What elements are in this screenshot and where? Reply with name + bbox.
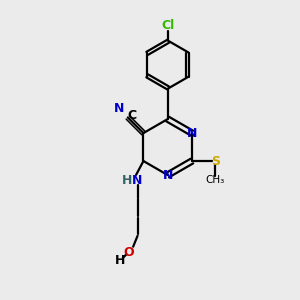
Text: O: O	[123, 245, 134, 259]
Text: N: N	[163, 169, 173, 182]
Text: N: N	[114, 102, 124, 115]
Text: C: C	[128, 110, 137, 122]
Text: Cl: Cl	[161, 19, 174, 32]
Text: N: N	[132, 174, 143, 187]
Text: N: N	[187, 127, 197, 140]
Text: H: H	[122, 174, 132, 187]
Text: CH₃: CH₃	[206, 175, 225, 184]
Text: H: H	[115, 254, 126, 267]
Text: S: S	[211, 154, 220, 167]
